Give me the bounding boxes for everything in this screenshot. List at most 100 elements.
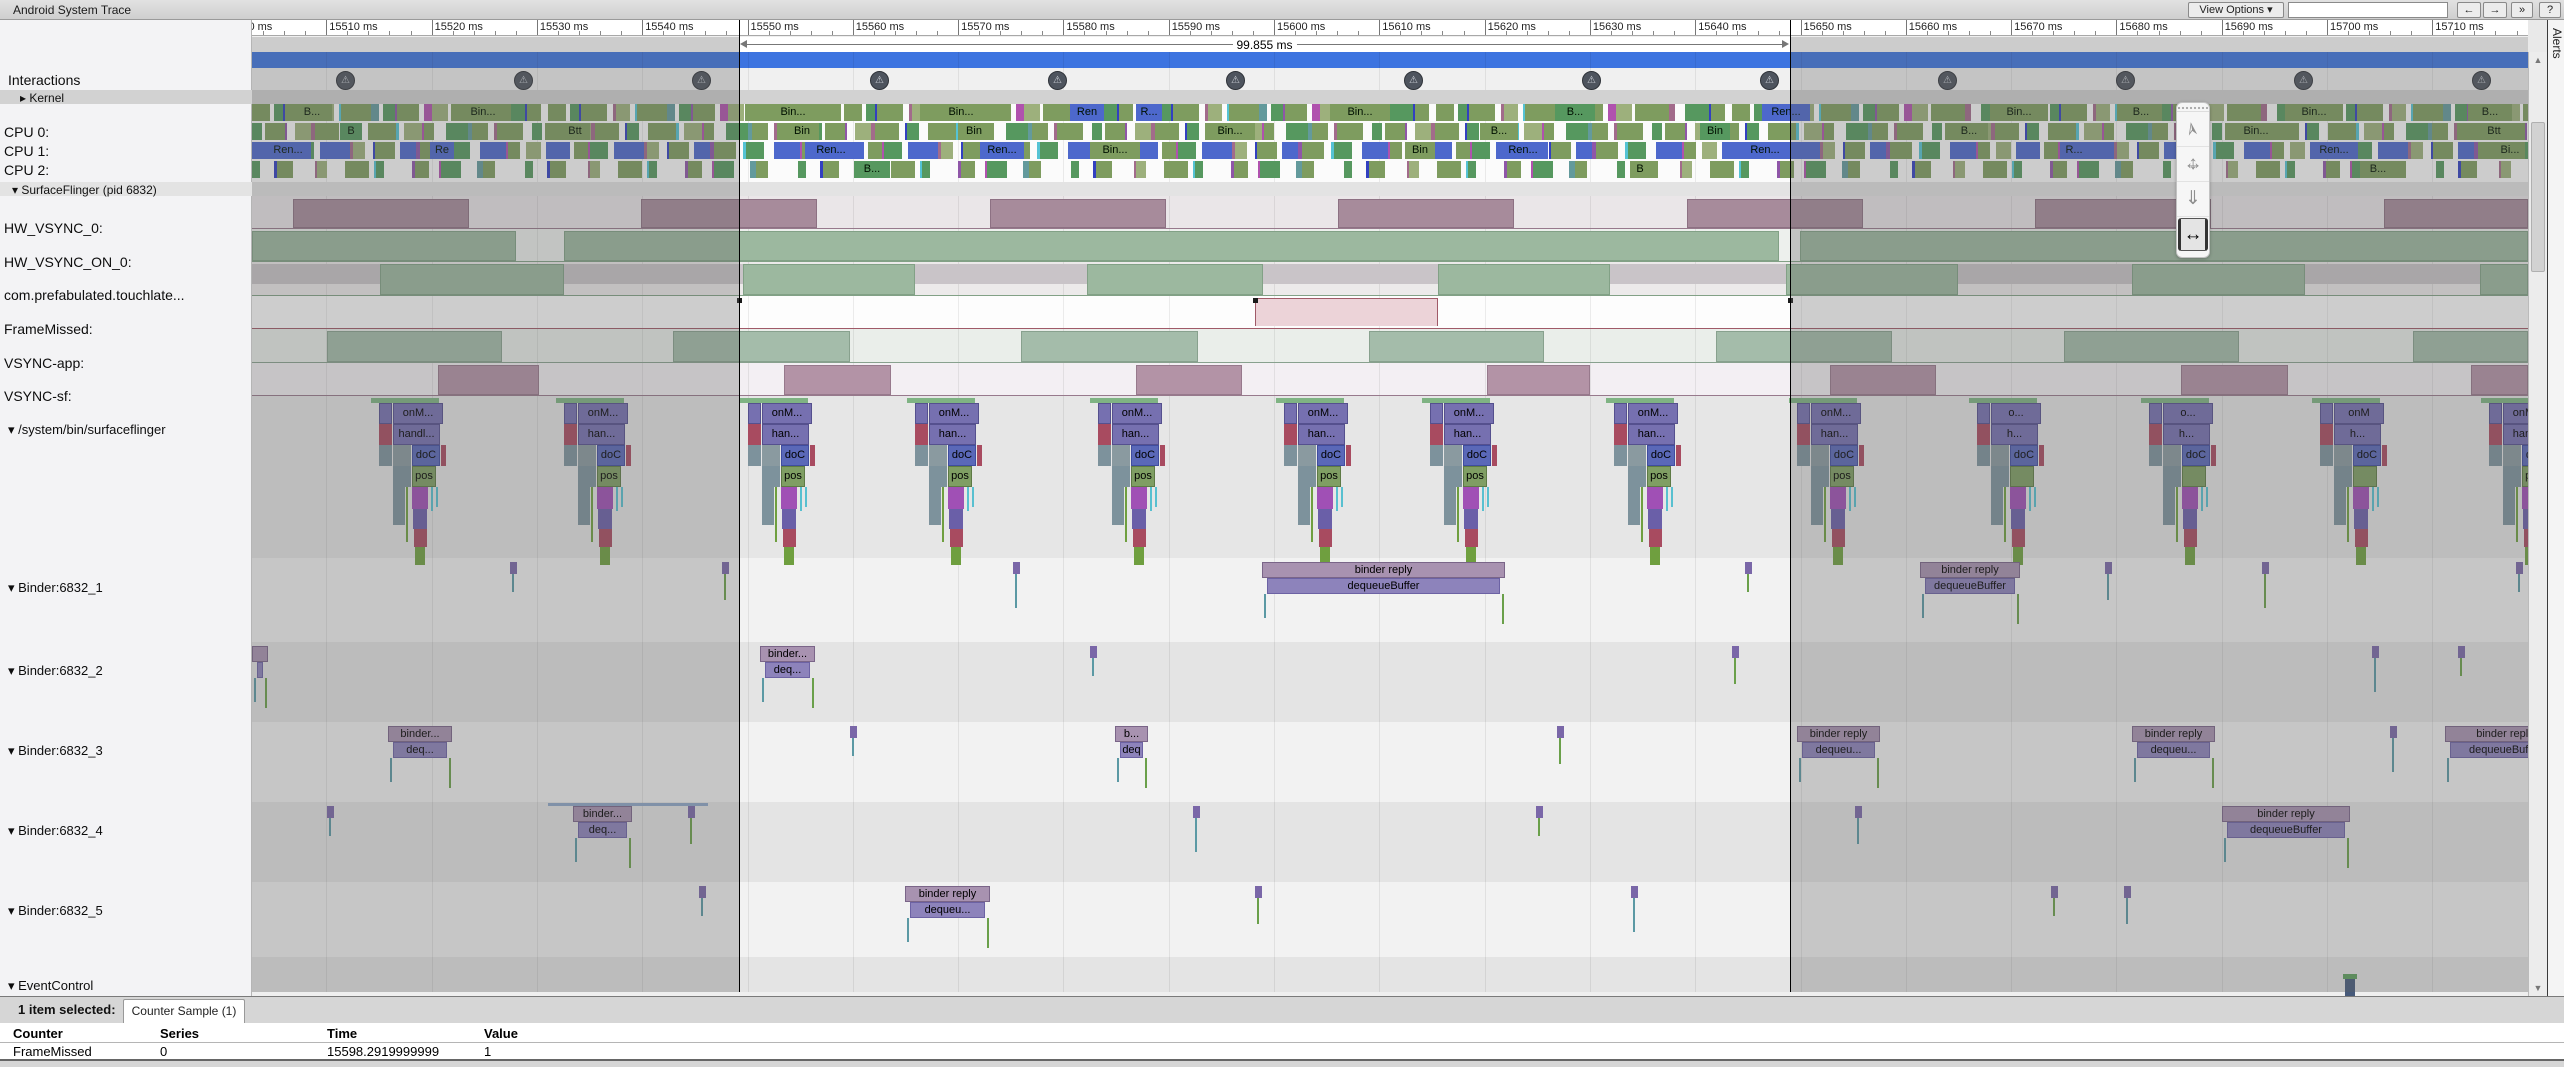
sf-flame-slice[interactable] [2377, 487, 2379, 507]
binder-blip[interactable] [1745, 562, 1752, 574]
cpu-slice[interactable] [1257, 142, 1277, 159]
cpu-slice[interactable] [1040, 142, 1058, 159]
prefab-counter-green-block[interactable] [1087, 264, 1263, 295]
sf-flame-slice[interactable] [1797, 424, 1810, 445]
cpu-slice[interactable] [1569, 161, 1575, 178]
cpu-slice[interactable] [1262, 123, 1264, 140]
alert-warning-icon[interactable]: ⚠ [1404, 71, 1423, 90]
cpu-slice[interactable] [1656, 142, 1682, 159]
view-options-button[interactable]: View Options ▾ [2188, 2, 2284, 18]
cpu-slice[interactable] [1193, 161, 1195, 178]
cpu-slice[interactable] [1467, 104, 1469, 121]
cpu-slice[interactable] [2152, 123, 2168, 140]
sf-flame-slice[interactable]: doC [781, 445, 809, 466]
binder-blip[interactable] [1090, 646, 1097, 658]
cpu-slice[interactable] [644, 142, 647, 159]
cpu-slice-labeled[interactable]: Ren... [265, 142, 311, 159]
sf-flame-slice[interactable] [1648, 509, 1662, 529]
dequeue-buffer-slice[interactable]: dequeueBuffer [1267, 578, 1500, 594]
cpu-slice[interactable] [1995, 123, 2019, 140]
sf-flame-slice[interactable] [2481, 398, 2528, 403]
cpu-slice[interactable] [1054, 123, 1057, 140]
cpu-slice[interactable] [1777, 161, 1780, 178]
cpu-slice[interactable] [439, 161, 441, 178]
cpu-slice[interactable] [909, 104, 912, 121]
cpu-slice[interactable] [1435, 123, 1459, 140]
sf-flame-slice[interactable]: doC [1647, 445, 1675, 466]
cpu-slice[interactable] [2394, 161, 2406, 178]
cpu-slice-labeled[interactable]: Ren... [1762, 104, 1810, 121]
sf-flame-slice[interactable]: doC [412, 445, 440, 466]
sf-flame-slice[interactable] [1284, 445, 1297, 466]
cpu-slice[interactable] [2433, 142, 2453, 159]
nav-more-button[interactable]: » [2511, 2, 2533, 18]
cpu-slice[interactable] [875, 104, 877, 121]
sf-flame-slice[interactable] [406, 487, 408, 542]
cpu-slice[interactable] [1680, 161, 1682, 178]
cpu-slice[interactable] [1780, 161, 1794, 178]
scroll-up-button[interactable]: ▲ [2533, 55, 2543, 65]
sf-flame-slice[interactable]: doC [1131, 445, 1159, 466]
cpu-slice[interactable] [2044, 142, 2058, 159]
cpu-slice[interactable] [1302, 142, 1324, 159]
cpu-slice[interactable] [2499, 161, 2501, 178]
cpu-slice[interactable] [1405, 123, 1407, 140]
sf-flame-slice[interactable] [2312, 398, 2380, 403]
cell-time[interactable]: 15598.2919999999 [327, 1044, 440, 1059]
sf-flame-slice[interactable] [1444, 445, 1462, 466]
sf-flame-slice[interactable] [1464, 509, 1478, 529]
cpu-slice[interactable] [1023, 161, 1029, 178]
sidebar-item-binder-6832-2[interactable]: ▾ Binder:6832_2 [8, 663, 103, 678]
cell-series[interactable]: 0 [160, 1044, 168, 1059]
cpu-slice[interactable] [691, 104, 693, 121]
sf-flame-slice[interactable] [740, 398, 808, 403]
sf-flame-slice[interactable]: pos [781, 466, 805, 487]
cpu-slice[interactable] [2014, 161, 2022, 178]
cpu-slice[interactable] [1996, 142, 2011, 159]
sf-flame-slice[interactable] [2163, 466, 2181, 487]
vertical-scrollbar[interactable]: ▲ ▼ [2528, 52, 2547, 996]
cpu-slice[interactable] [1804, 123, 1822, 140]
sf-flame-slice[interactable] [393, 466, 411, 487]
cpu-slice[interactable] [1711, 104, 1725, 121]
cpu-slice[interactable] [693, 104, 715, 121]
cpu-slice[interactable] [2115, 161, 2121, 178]
cpu-slice[interactable] [774, 142, 800, 159]
sidebar-item-vsync-sf[interactable]: VSYNC-sf: [4, 388, 72, 404]
sf-flame-slice[interactable] [1284, 424, 1297, 445]
sf-flame-slice[interactable]: o... [1991, 403, 2041, 424]
dequeue-buffer-slice[interactable] [257, 662, 263, 678]
sf-flame-slice[interactable] [949, 509, 963, 529]
cpu-slice[interactable] [1162, 104, 1171, 121]
sf-flame-slice[interactable] [1649, 529, 1662, 547]
cpu-slice[interactable] [882, 142, 884, 159]
binder-blip[interactable] [1255, 886, 1262, 898]
sf-flame-slice[interactable] [1969, 398, 2037, 403]
cpu-slice[interactable] [1134, 142, 1158, 159]
sf-flame-slice[interactable]: pos [1317, 466, 1341, 487]
sf-flame-slice[interactable] [2029, 487, 2031, 511]
binder-blip[interactable] [2390, 726, 2397, 738]
dequeue-buffer-slice[interactable]: dequeueBuffer [2227, 822, 2345, 838]
vsync-app-block[interactable] [2064, 331, 2239, 362]
cpu-slice[interactable] [1549, 142, 1551, 159]
cpu-slice[interactable] [1652, 123, 1662, 140]
sf-flame-slice[interactable] [1849, 487, 1851, 511]
sf-flame-slice[interactable] [2354, 509, 2368, 529]
sf-flame-slice[interactable] [2010, 487, 2026, 509]
cpu-slice[interactable] [1260, 161, 1280, 178]
cpu-slice[interactable] [1334, 123, 1337, 140]
cpu-slice-labeled[interactable]: B... [1555, 104, 1595, 121]
cpu-slice[interactable] [2505, 123, 2525, 140]
cpu-slice-labeled[interactable]: Bin... [1090, 142, 1140, 159]
cpu-slice[interactable] [1710, 161, 1734, 178]
cpu-slice[interactable] [2208, 104, 2224, 121]
binder-reply-slice[interactable]: binder reply [1797, 726, 1880, 742]
cpu-slice[interactable] [1390, 142, 1402, 159]
dequeue-buffer-slice[interactable]: dequeueBuffer [1925, 578, 2015, 594]
binder2-track[interactable] [252, 642, 2528, 722]
cpu-slice[interactable] [2392, 104, 2406, 121]
alert-warning-icon[interactable]: ⚠ [2472, 71, 2491, 90]
cpu-slice[interactable] [825, 123, 845, 140]
sf-flame-slice[interactable] [977, 445, 982, 466]
